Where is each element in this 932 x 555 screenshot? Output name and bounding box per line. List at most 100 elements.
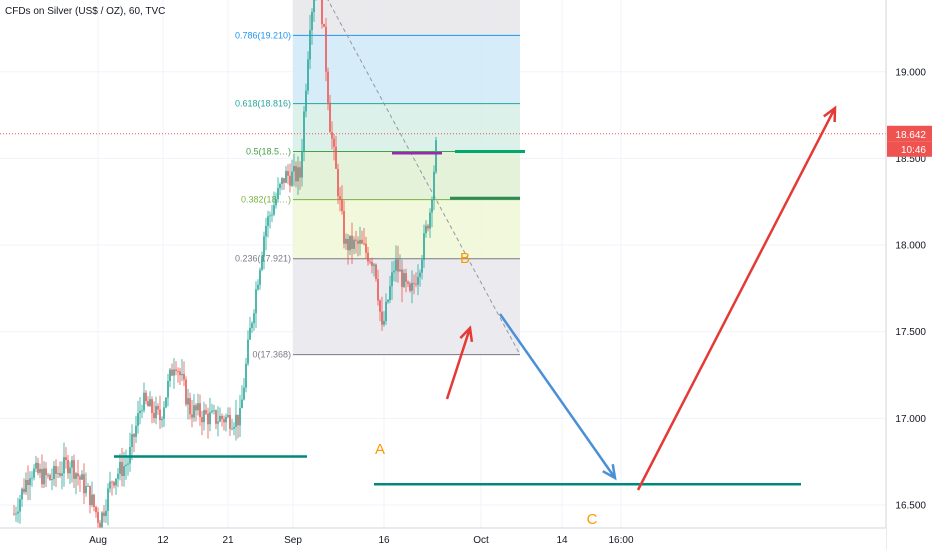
fib-level-label: 0.786(19.210): [235, 30, 291, 40]
arrow-up-small-head: [459, 325, 474, 343]
candle-body: [89, 485, 91, 506]
candle-body: [385, 301, 387, 322]
candle-body: [135, 425, 137, 437]
candle-body: [299, 167, 301, 178]
candle-body: [269, 215, 271, 217]
candle-body: [35, 462, 37, 469]
drawings-layer[interactable]: A B C: [0, 0, 886, 528]
candle-body: [121, 461, 123, 477]
arrow-up-large-head: [823, 105, 837, 123]
candle-body: [111, 481, 113, 483]
candle-body: [91, 494, 93, 506]
candle-body: [193, 405, 195, 418]
candle-body: [423, 233, 425, 260]
candle-body: [183, 373, 185, 380]
candle-body: [67, 459, 69, 474]
candle-body: [255, 289, 257, 314]
candle-body: [141, 410, 143, 412]
last-price-tag: [887, 125, 932, 142]
candle-body: [335, 146, 337, 169]
candle-body: [427, 225, 429, 229]
candle-body: [247, 339, 249, 364]
candle-body: [219, 415, 221, 422]
wave-label-b: B: [460, 250, 470, 267]
candle-body: [173, 369, 175, 376]
wave-label-c: C: [587, 511, 598, 528]
candle-body: [13, 513, 15, 515]
candle-body: [235, 414, 237, 427]
candle-body: [403, 273, 405, 287]
candle-body: [333, 138, 335, 147]
price-axis[interactable]: 16.50017.00017.50018.00018.50019.00019.5…: [885, 0, 932, 550]
candle-body: [155, 406, 157, 419]
candle-body: [411, 282, 413, 291]
candle-body: [351, 235, 353, 249]
candle-body: [41, 468, 43, 485]
candle-body: [417, 276, 419, 285]
candle-body: [261, 256, 263, 270]
candle-body: [61, 473, 63, 476]
time-tick-label: 14: [556, 535, 568, 546]
candle-body: [325, 26, 327, 72]
candle-body: [123, 466, 125, 477]
arrow-up-small[interactable]: [445, 325, 474, 400]
candle-body: [435, 140, 437, 172]
price-tick-label: 19.000: [895, 67, 926, 78]
candle-body: [159, 409, 161, 421]
candle-body: [259, 269, 261, 285]
candle-body: [147, 401, 149, 407]
candle-body: [331, 132, 333, 139]
fib-level-label: 0.382(18.…): [241, 195, 291, 205]
candle-body: [397, 259, 399, 272]
candle-body: [239, 408, 241, 426]
fib-retracement[interactable]: 0(17.368) 0.236(17.921) 0.382(18.…) 0.5(18.…: [235, 0, 521, 360]
candle-body: [215, 410, 217, 424]
candle-body: [191, 414, 193, 418]
candle-body: [87, 485, 89, 487]
candle-body: [47, 474, 49, 476]
candle-body: [59, 473, 61, 476]
candle-body: [257, 284, 259, 290]
candle-body: [283, 178, 285, 183]
candle-body: [195, 405, 197, 411]
price-tick-label: 18.000: [895, 241, 926, 252]
candle-body: [293, 166, 295, 172]
candle-body: [105, 510, 107, 517]
candle-body: [185, 379, 187, 405]
time-axis[interactable]: Aug 12 21 Sep 16 Oct 14 16:00: [0, 527, 886, 550]
candle-body: [307, 59, 309, 91]
candle-body: [273, 205, 275, 215]
candle-body: [371, 261, 373, 266]
candle-body: [211, 410, 213, 413]
candle-body: [169, 369, 171, 381]
candle-body: [341, 199, 343, 212]
candle-body: [237, 414, 239, 426]
candle-body: [79, 476, 81, 480]
time-tick-label: Oct: [473, 535, 489, 546]
candle-body: [63, 457, 65, 474]
candle-body: [343, 211, 345, 244]
candle-body: [265, 225, 267, 237]
countdown-tag: [887, 141, 932, 157]
candle-body: [291, 171, 293, 186]
candle-body: [363, 243, 365, 245]
candle-body: [353, 239, 355, 249]
candle-body: [145, 392, 147, 402]
arrow-up-large[interactable]: [636, 105, 837, 491]
arrow-down-blue[interactable]: [498, 313, 617, 481]
bar-countdown: 10:46: [901, 145, 926, 156]
candle-body: [165, 397, 167, 408]
candle-body: [203, 410, 205, 423]
candle-body: [329, 102, 331, 133]
candle-body: [355, 239, 357, 241]
candle-body: [197, 403, 199, 411]
candle-body: [281, 178, 283, 184]
candle-body: [143, 392, 145, 411]
time-tick-label: 16: [378, 535, 390, 546]
fib-level-label: 0.5(18.5…): [246, 146, 291, 156]
candle-body: [149, 399, 151, 407]
arrow-down-blue-shaft: [498, 313, 617, 479]
arrow-down-blue-head: [602, 463, 617, 481]
candle-body: [369, 261, 371, 263]
